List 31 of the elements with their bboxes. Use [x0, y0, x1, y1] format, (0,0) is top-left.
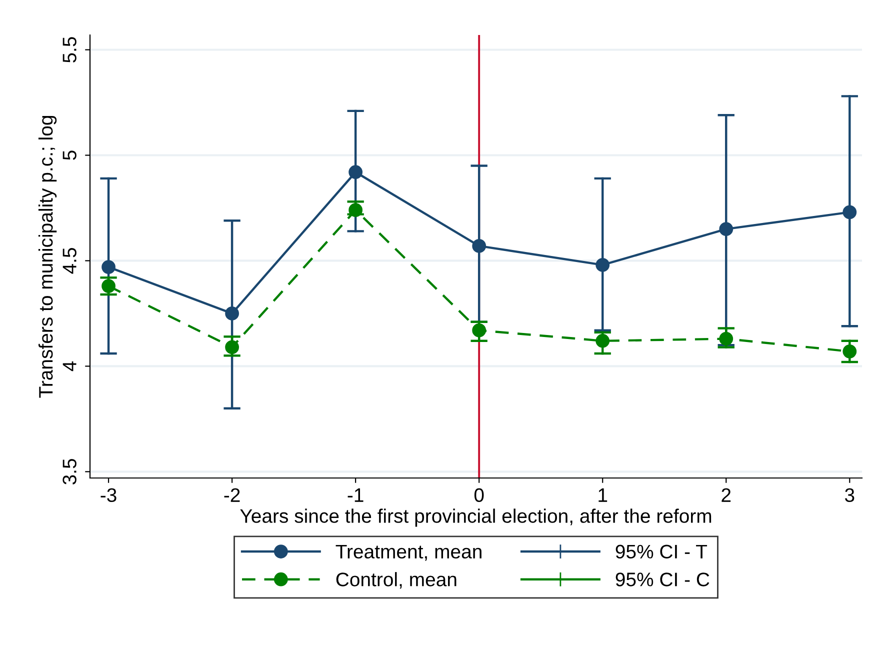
- x-tick-label: 0: [474, 488, 484, 502]
- x-axis-title: Years since the first provincial election, after the reform: [240, 508, 712, 527]
- x-tick-label: 3: [844, 488, 854, 502]
- y-tick-label: 3.5: [62, 458, 76, 484]
- text: 95% CI - C: [616, 572, 710, 586]
- point: [596, 334, 610, 348]
- point: [842, 205, 857, 220]
- x-tick-label: -3: [100, 488, 116, 502]
- x-tick-label: 1: [598, 488, 608, 502]
- point: [102, 279, 116, 293]
- point: [348, 165, 363, 180]
- point: [842, 344, 857, 358]
- text: 95% CI - T: [616, 544, 708, 559]
- point: [225, 306, 239, 320]
- point: [596, 258, 610, 272]
- x-tick-label: -1: [348, 488, 364, 502]
- point: [719, 222, 734, 236]
- legend-label: Control, mean: [336, 572, 456, 589]
- point: [719, 332, 734, 346]
- x-tick-label: -2: [224, 488, 240, 502]
- y-tick-label: 4: [62, 361, 76, 372]
- point: [472, 239, 486, 253]
- legend-label: Treatment, mean: [336, 544, 482, 561]
- point: [102, 260, 116, 274]
- x-tick-label: 2: [722, 488, 731, 502]
- y-tick-label: 5.5: [62, 37, 76, 63]
- point: [472, 323, 486, 338]
- y-tick-label: 4.5: [62, 248, 76, 274]
- y-tick-label: 5: [62, 150, 76, 160]
- point: [225, 340, 239, 354]
- y-axis-title: Transfers to municipality p.c.; log: [38, 116, 57, 398]
